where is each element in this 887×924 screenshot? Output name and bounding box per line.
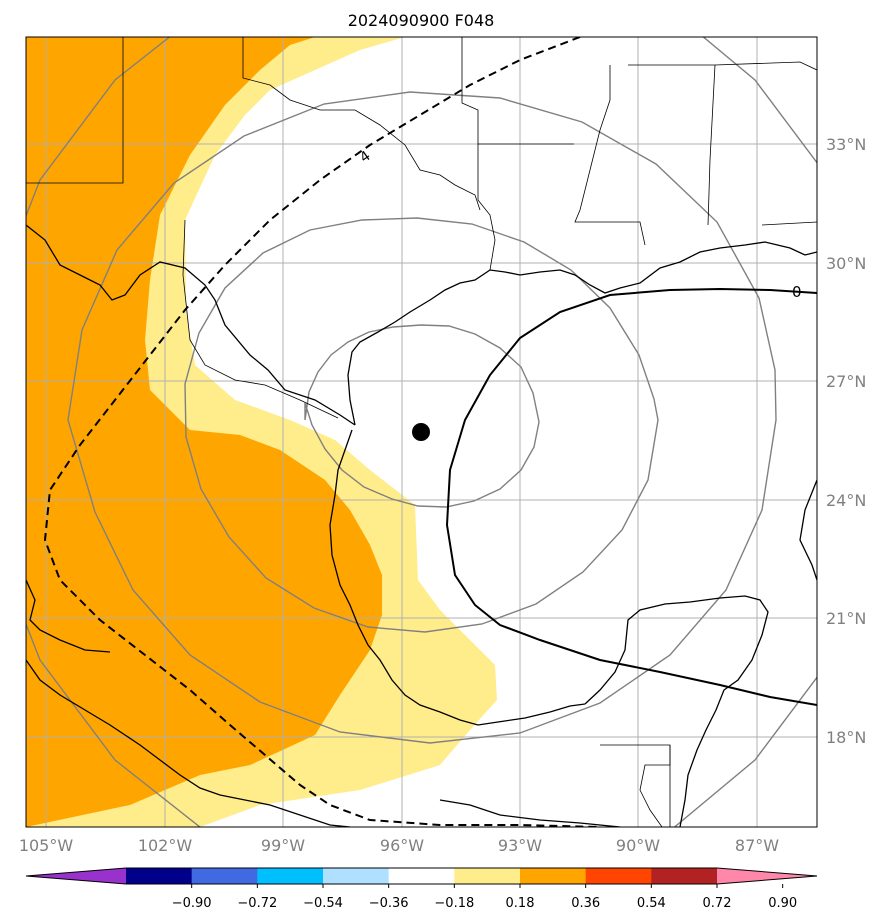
map-frame [25,36,818,828]
contour-label-0: 0 [792,283,802,301]
border-state-4 [574,65,646,246]
latitude-labels: 33°N 30°N 27°N 24°N 21°N 18°N [826,135,866,747]
lat-label: 30°N [826,254,866,273]
colorbar-segment [126,868,193,884]
contour-line-4 [43,37,601,827]
border-state-6 [714,61,817,71]
colorbar: −0.90 −0.72 −0.54 −0.36 −0.18 0.18 0.36 0.54 0.7… [25,867,818,911]
colorbar-label: −0.18 [434,896,474,911]
coastline-central-america-2 [439,799,621,827]
border-mexico-interior [182,219,339,419]
colorbar-segment [651,868,718,884]
colorbar-outline [25,867,818,885]
contour-line-0 [445,287,817,706]
colorbar-segment [191,868,258,884]
lon-label: 93°W [498,836,542,855]
border-state-1 [26,37,124,184]
lon-label: 102°W [138,836,193,855]
border-state-5 [628,64,716,226]
colorbar-label: −0.54 [303,896,343,911]
coastline-mexico-pacific [26,224,356,426]
coastline-cuba [799,479,817,581]
coastline-mexico-gulf [329,429,586,726]
range-ring-3 [67,91,777,744]
colorbar-extend-low [26,868,126,884]
colorbar-label: −0.72 [237,896,277,911]
range-rings [26,37,817,827]
coastline-gulf-west [347,261,681,426]
colorbar-label: −0.90 [172,896,212,911]
political-borders [26,37,817,827]
colorbar-segment [323,868,390,884]
colorbar-label: 0.72 [703,896,732,911]
colorbar-segment [585,868,652,884]
coastline-pacific-south [26,659,351,827]
colorbar-label: 0.54 [637,896,666,911]
border-state-2 [461,37,574,145]
longitude-labels: 105°W 102°W 99°W 96°W 93°W 90°W 87°W [19,836,779,855]
lon-label: 105°W [19,836,74,855]
lat-label: 18°N [826,728,866,747]
lat-label: 33°N [826,135,866,154]
coastlines [26,224,817,827]
colorbar-label: 0.36 [571,896,600,911]
range-ring-1 [304,324,540,508]
colorbar-segment [388,868,455,884]
lat-label: 21°N [826,609,866,628]
fill-orange [26,37,382,827]
colorbar-extend-high [717,868,817,884]
lon-label: 96°W [380,836,424,855]
coastline-central-america [26,579,111,653]
coastline-yucatan [584,595,769,827]
lat-label: 24°N [826,491,866,510]
storm-center-marker [412,423,430,441]
colorbar-label: −0.36 [369,896,409,911]
border-us-mexico [242,37,481,211]
border-state-7 [761,221,817,226]
border-state-3 [477,144,496,271]
colorbar-segment [520,868,587,884]
colorbar-segment [257,868,324,884]
colorbar-segment [454,868,521,884]
lon-label: 99°W [261,836,305,855]
lon-label: 90°W [616,836,660,855]
colorbar-label: 0.18 [506,896,535,911]
figure-title: 2024090900 F048 [348,11,495,30]
map-panel: 4 0 [26,37,817,827]
lon-label: 87°W [735,836,779,855]
coastline-east-gulf [679,241,817,263]
colorbar-label: 0.90 [768,896,797,911]
lat-label: 27°N [826,372,866,391]
range-ring-2 [184,217,659,633]
